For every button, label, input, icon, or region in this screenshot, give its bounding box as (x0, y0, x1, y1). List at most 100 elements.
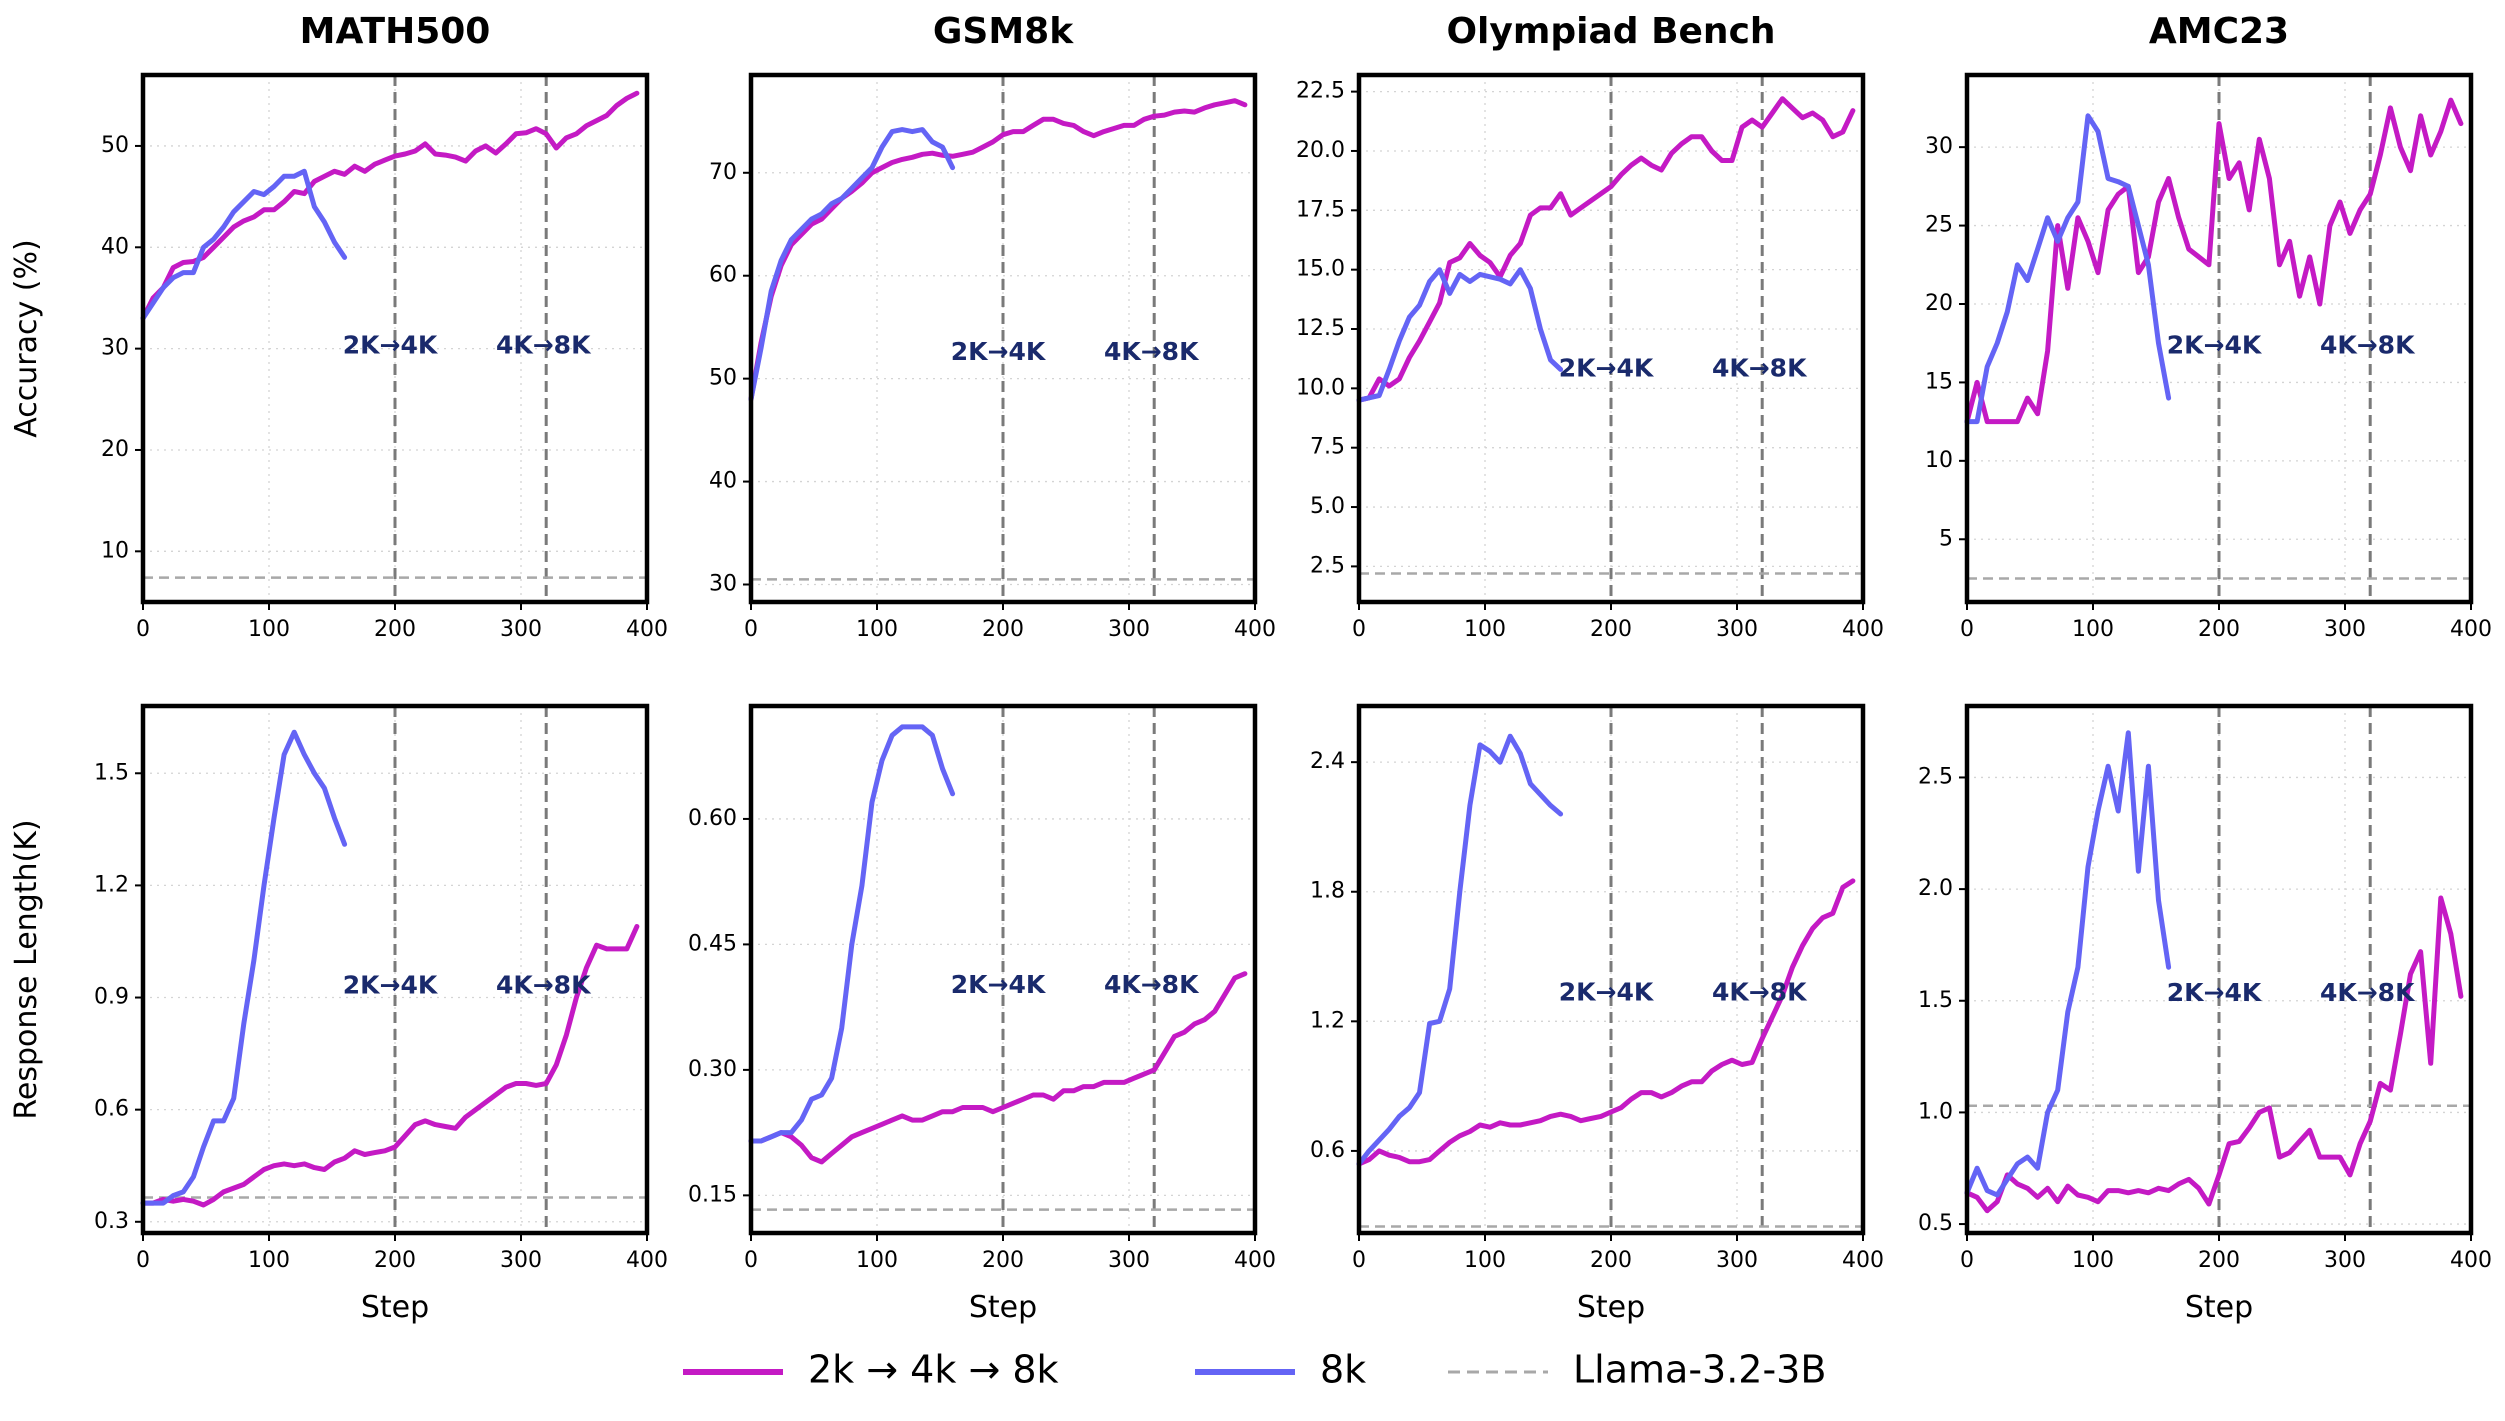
y-tick-label: 20.0 (1296, 138, 1345, 163)
legend-item: 2k → 4k → 8k (683, 1348, 1059, 1392)
series-line-2k-4k-8k (1964, 895, 2464, 1214)
panel-5: 2K→4K 4K→8K 0 100 200 300 400 0.3 0.6 0.9 1.2 1.5 St… (9, 703, 668, 1325)
y-tick-label: 0.9 (94, 985, 129, 1010)
stage-annotation: 2K→4K (951, 970, 1047, 999)
x-tick-label: 200 (982, 617, 1024, 642)
x-tick-label: 100 (856, 617, 898, 642)
panel-title: MATH500 (300, 11, 491, 52)
y-tick-label: 0.6 (1310, 1138, 1345, 1163)
y-tick-label: 5.0 (1310, 494, 1345, 519)
x-tick-label: 200 (2198, 617, 2240, 642)
y-tick-label: 15.0 (1296, 257, 1345, 282)
x-tick-label: 0 (1352, 1248, 1366, 1273)
panel-2: 2K→4K 4K→8K 0 100 200 300 400 30 40 50 60 70 GSM8k (709, 11, 1276, 642)
panel-7: 2K→4K 4K→8K 0 100 200 300 400 0.6 1.2 1.8 2.4 Step (1310, 703, 1884, 1325)
y-tick-label: 60 (709, 263, 737, 288)
x-axis-label: Step (1577, 1290, 1645, 1325)
x-tick-label: 300 (2324, 1248, 2366, 1273)
y-tick-label: 0.30 (688, 1057, 737, 1082)
y-tick-label: 12.5 (1296, 316, 1345, 341)
y-axis-label: Response Length(K) (9, 819, 44, 1119)
y-tick-label: 30 (709, 572, 737, 597)
y-tick-label: 5 (1939, 526, 1953, 551)
y-tick-label: 20 (1925, 291, 1953, 316)
series-line-8k (140, 729, 348, 1206)
stage-annotation: 4K→8K (496, 331, 592, 360)
y-tick-label: 10.0 (1296, 375, 1345, 400)
x-tick-label: 100 (2072, 617, 2114, 642)
x-tick-label: 300 (1716, 617, 1758, 642)
y-tick-label: 22.5 (1296, 79, 1345, 104)
y-tick-label: 7.5 (1310, 435, 1345, 460)
panel-1: 2K→4K 4K→8K 0 100 200 300 400 10 20 30 40 50 MATH500… (9, 11, 668, 642)
x-tick-label: 100 (1464, 617, 1506, 642)
x-tick-label: 400 (1842, 1248, 1884, 1273)
series-line-8k (140, 168, 348, 321)
x-axis-label: Step (361, 1290, 429, 1325)
y-tick-label: 0.45 (688, 931, 737, 956)
y-tick-label: 2.4 (1310, 749, 1345, 774)
y-tick-label: 0.15 (688, 1182, 737, 1207)
x-tick-label: 400 (626, 617, 668, 642)
x-tick-label: 400 (1842, 617, 1884, 642)
y-axis-label: Accuracy (%) (9, 239, 44, 437)
x-tick-label: 0 (136, 617, 150, 642)
y-tick-label: 0.3 (94, 1209, 129, 1234)
series-line-8k (748, 127, 956, 402)
y-tick-label: 40 (709, 469, 737, 494)
series-line-8k (748, 724, 956, 1144)
y-tick-label: 10 (101, 538, 129, 563)
panel-title: GSM8k (933, 11, 1074, 52)
y-tick-label: 0.6 (94, 1097, 129, 1122)
x-tick-label: 0 (744, 617, 758, 642)
x-tick-label: 200 (982, 1248, 1024, 1273)
x-tick-label: 100 (248, 1248, 290, 1273)
x-tick-label: 300 (1108, 617, 1150, 642)
stage-annotation: 2K→4K (1559, 977, 1655, 1006)
x-tick-label: 200 (374, 1248, 416, 1273)
x-tick-label: 100 (2072, 1248, 2114, 1273)
x-tick-label: 0 (136, 1248, 150, 1273)
legend-item: 8k (1195, 1348, 1366, 1392)
stage-annotation: 2K→4K (2167, 978, 2263, 1007)
x-tick-label: 100 (248, 617, 290, 642)
y-tick-label: 2.5 (1918, 764, 1953, 789)
y-tick-label: 50 (101, 133, 129, 158)
y-tick-label: 0.5 (1918, 1211, 1953, 1236)
series-line-8k (1964, 113, 2172, 425)
x-tick-label: 0 (744, 1248, 758, 1273)
y-tick-label: 25 (1925, 213, 1953, 238)
y-tick-label: 15 (1925, 369, 1953, 394)
series-line-2k-4k-8k (1356, 96, 1856, 403)
stage-annotation: 2K→4K (1559, 353, 1655, 382)
x-tick-label: 400 (1234, 1248, 1276, 1273)
y-tick-label: 2.5 (1310, 553, 1345, 578)
y-tick-label: 70 (709, 160, 737, 185)
series-line-2k-4k-8k (140, 90, 640, 321)
stage-annotation: 4K→8K (1712, 977, 1808, 1006)
series-line-2k-4k-8k (748, 98, 1248, 402)
y-tick-label: 50 (709, 366, 737, 391)
panel-8: 2K→4K 4K→8K 0 100 200 300 400 0.5 1.0 1.5 2.0 2.5 St… (1918, 703, 2492, 1325)
x-tick-label: 100 (1464, 1248, 1506, 1273)
x-tick-label: 400 (626, 1248, 668, 1273)
panel-6: 2K→4K 4K→8K 0 100 200 300 400 0.15 0.30 0.45 0.60 S… (688, 703, 1276, 1325)
series-line-2k-4k-8k (1356, 878, 1856, 1167)
y-tick-label: 1.2 (1310, 1008, 1345, 1033)
stage-annotation: 4K→8K (2320, 978, 2416, 1007)
y-tick-label: 1.5 (94, 760, 129, 785)
panel-4: 2K→4K 4K→8K 0 100 200 300 400 5 10 15 20 25 30 AMC23 (1925, 11, 2492, 642)
x-tick-label: 300 (2324, 617, 2366, 642)
y-tick-label: 30 (101, 336, 129, 361)
x-tick-label: 200 (1590, 1248, 1632, 1273)
x-axis-label: Step (2185, 1290, 2253, 1325)
legend-label: 8k (1320, 1348, 1366, 1392)
y-tick-label: 1.2 (94, 872, 129, 897)
stage-annotation: 2K→4K (2167, 330, 2263, 359)
legend-label: Llama-3.2-3B (1573, 1348, 1826, 1392)
y-tick-label: 0.60 (688, 806, 737, 831)
x-tick-label: 0 (1960, 1248, 1974, 1273)
stage-annotation: 4K→8K (1712, 353, 1808, 382)
x-tick-label: 400 (2450, 617, 2492, 642)
